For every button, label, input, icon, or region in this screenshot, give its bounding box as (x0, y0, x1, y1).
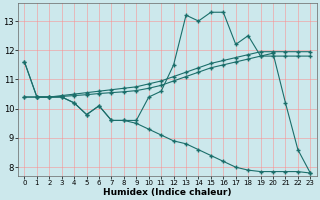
X-axis label: Humidex (Indice chaleur): Humidex (Indice chaleur) (103, 188, 232, 197)
